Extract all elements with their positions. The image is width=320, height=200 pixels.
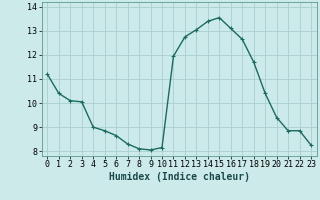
X-axis label: Humidex (Indice chaleur): Humidex (Indice chaleur) — [109, 172, 250, 182]
